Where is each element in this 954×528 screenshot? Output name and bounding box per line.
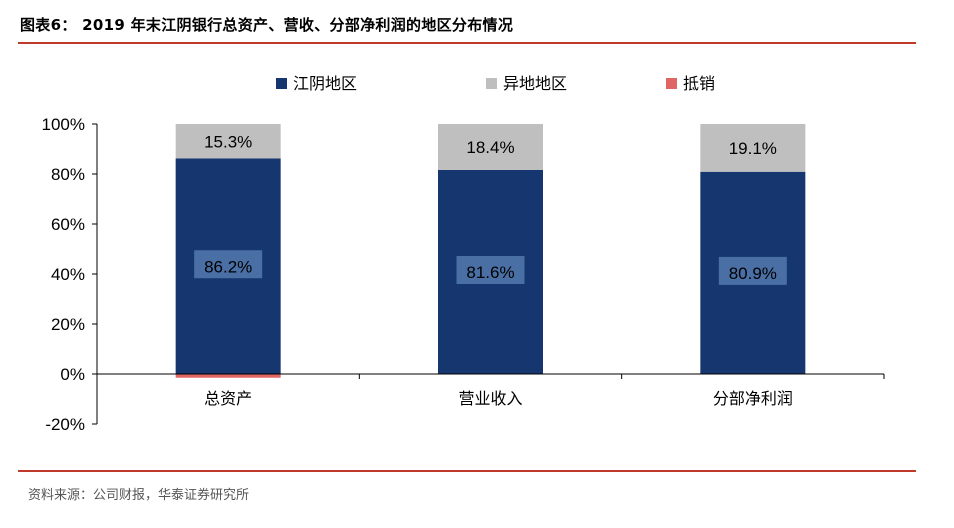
y-tick-label: 20% [51, 315, 85, 334]
figure-title: 图表6： 2019 年末江阴银行总资产、营收、分部净利润的地区分布情况 [20, 16, 514, 34]
legend-item: 异地地区 [486, 74, 567, 93]
legend-swatch [486, 78, 497, 89]
bars: 86.2% 15.3% 81.6% 18.4% 80.9% 19.1% [175, 124, 806, 378]
bar-segment [700, 124, 806, 172]
legend-swatch [666, 78, 677, 89]
data-label-box [456, 256, 525, 284]
data-label: 18.4% [466, 138, 514, 157]
stacked-bar-chart: 江阴地区 异地地区 抵销 -20% 0% 20% 40% 60% 80% 100% 86.2% 1… [42, 74, 885, 434]
bar-segment [175, 124, 281, 159]
x-axis: 总资产 营业收入 分部净利润 [96, 373, 885, 408]
data-label: 81.6% [466, 263, 514, 282]
legend: 江阴地区 异地地区 抵销 [276, 74, 715, 93]
bar-segment [175, 374, 281, 378]
y-axis: -20% 0% 20% 40% 60% 80% 100% [42, 115, 98, 434]
data-label-box [194, 250, 263, 279]
legend-label: 江阴地区 [293, 74, 357, 93]
category-label: 总资产 [204, 389, 252, 408]
data-label: 19.1% [729, 139, 777, 158]
data-label: 86.2% [204, 257, 252, 276]
footer-rule [18, 470, 916, 472]
bar-segment [438, 124, 543, 170]
data-label: 80.9% [729, 264, 777, 283]
legend-item: 江阴地区 [276, 74, 357, 93]
data-label: 15.3% [204, 132, 252, 151]
legend-label: 异地地区 [503, 74, 567, 93]
y-tick-label: 40% [51, 265, 85, 284]
y-tick-label: 0% [60, 365, 85, 384]
y-tick-label: 60% [51, 215, 85, 234]
data-label-box [718, 256, 787, 285]
title-rule [18, 42, 916, 44]
source-note: 资料来源：公司财报，华泰证券研究所 [28, 488, 250, 503]
legend-swatch [276, 78, 287, 89]
y-tick-label: 80% [51, 165, 85, 184]
category-label: 分部净利润 [713, 389, 793, 408]
y-tick-label: 100% [42, 115, 85, 134]
legend-item: 抵销 [666, 74, 715, 93]
category-label: 营业收入 [458, 389, 522, 408]
legend-label: 抵销 [683, 74, 715, 93]
y-tick-label: -20% [45, 415, 85, 434]
